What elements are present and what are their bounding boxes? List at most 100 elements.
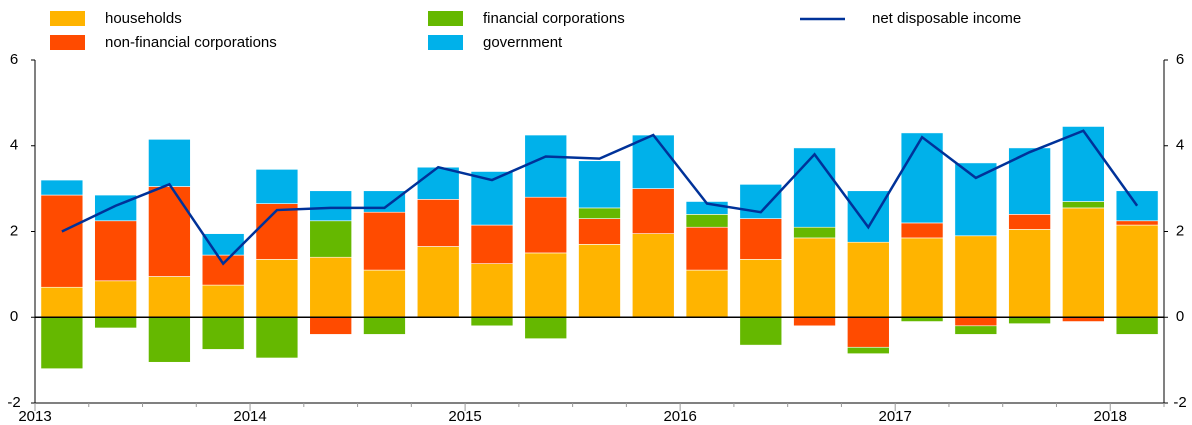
bar-segment [847,316,890,348]
legend-label: non-financial corporations [105,34,277,51]
y2-tick-label: 2 [1176,222,1184,239]
bar-segment [524,316,568,339]
bar-segment [1062,126,1105,202]
y2-tick-label: 0 [1176,308,1184,325]
y-tick-label: -2 [7,394,20,411]
bar-segment [1115,316,1159,335]
bar-segment [1008,316,1051,324]
legend-swatch [50,11,85,26]
bar-segment [954,162,998,237]
bar-segment [309,256,352,318]
x-tick-label: 2013 [18,408,51,425]
bar-segment [201,233,245,256]
bar-segment [685,226,729,271]
bar-segment [148,139,191,187]
bar-segment [793,237,836,318]
y-tick-label: 0 [10,308,18,325]
bar-segment [900,222,944,239]
y-tick-label: 2 [10,222,18,239]
bar-segment [900,237,944,318]
bar-segment [255,316,299,359]
bar-segment [847,346,890,354]
bar-segment [578,207,621,219]
x-tick-label: 2017 [879,408,912,425]
bar-segment [40,286,84,318]
bar-segment [363,316,406,335]
line [61,129,1139,266]
bar-segment [631,188,675,234]
bar-segment [416,199,460,247]
bar-segment [739,184,783,219]
bar-segment [1115,220,1159,226]
bar-segment [685,269,729,318]
y-tick-label: 6 [10,51,18,68]
bar-segment [416,246,460,318]
bar-segment [954,325,998,335]
bar-segment [94,280,137,318]
legend-label: government [483,34,563,51]
legend-swatch [428,11,463,26]
bar-segment [631,233,675,318]
bar-segment [954,235,998,318]
bar-segment [1115,224,1159,318]
bar-segment [255,259,299,318]
bar-segment [201,284,245,318]
bar-segment [954,316,998,327]
bar-segment [524,196,568,254]
bar-segment [847,190,890,243]
y-tick-label: 4 [10,137,18,154]
legend-label: net disposable income [872,10,1021,27]
bar-segment [40,316,84,370]
x-tick-label: 2014 [233,408,266,425]
bar-segment [739,316,783,346]
bar-segment [524,134,568,198]
bar-segment [1115,190,1159,222]
legend-label: financial corporations [483,10,625,27]
x-tick-label: 2015 [448,408,481,425]
y2-tick-label: 6 [1176,51,1184,68]
bar-segment [309,316,352,335]
bar-segment [148,316,191,363]
bar-segment [363,269,406,318]
bar-segment [94,220,137,282]
bar-segment [148,276,191,318]
bar-segment [1062,201,1105,209]
bar-segment [40,179,84,196]
bar-segment [1008,229,1051,318]
bar-segment [40,194,84,288]
bar-segment [631,134,675,189]
bar-segment [524,252,568,318]
bar-segment [793,316,836,327]
y2-tick-label: 4 [1176,137,1184,154]
bar-segment [1062,207,1105,318]
bar-segment [578,160,621,209]
bar-segment [470,263,514,318]
legend-swatch [50,35,85,50]
legend-swatch [428,35,463,50]
bar-segment [578,244,621,318]
bar-segment [309,190,352,222]
legend-label: households [105,10,182,27]
bar-segment [1008,214,1051,230]
x-tick-label: 2016 [663,408,696,425]
bar-segment [94,316,137,329]
bar-segment [739,259,783,318]
bar-segment [416,166,460,200]
bar-segment [363,211,406,271]
bar-segment [578,218,621,245]
bar-segment [255,169,299,204]
bar-segment [739,218,783,260]
bar-segment [201,254,245,286]
bar-segment [847,241,890,318]
bar-segment [255,203,299,260]
bar-segment [148,186,191,277]
bar-segment [793,226,836,239]
bar-segment [793,147,836,228]
bar-segment [685,214,729,228]
x-tick-label: 2018 [1094,408,1127,425]
bar-segment [900,132,944,224]
bar-segment [470,316,514,327]
y2-tick-label: -2 [1173,394,1186,411]
bar-segment [201,316,245,350]
